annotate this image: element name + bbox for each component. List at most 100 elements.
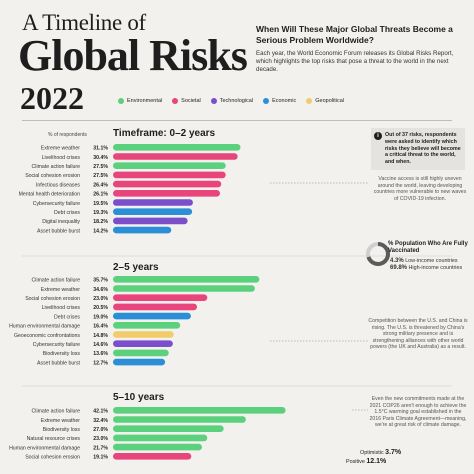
bar (113, 294, 208, 301)
vaccinated-low-value: 4.3% (390, 258, 404, 264)
value-label: 27.5% (93, 164, 108, 170)
legend-dot-icon (306, 98, 313, 104)
legend-dot-icon (210, 98, 217, 104)
bar (113, 144, 241, 151)
legend-item-environmental: Environmental (118, 98, 162, 104)
legend: Environmental Societal Technological Eco… (118, 98, 344, 104)
bar (113, 312, 191, 320)
category-label: Livelihood crises (42, 305, 81, 311)
category-label: Climate action failure (32, 278, 81, 284)
vaccinated-high-row: 69.8% High-income countries (390, 265, 462, 271)
value-label: 14.8% (93, 333, 108, 339)
legend-label: Environmental (127, 98, 163, 104)
vaccinated-high-label: High-income countries (408, 265, 463, 271)
bar (113, 358, 166, 366)
positive-value: 12.1% (366, 458, 387, 465)
bar (113, 407, 286, 414)
title-top: A Timeline of (22, 10, 146, 35)
value-label: 26.4% (93, 182, 108, 188)
bar (113, 303, 198, 311)
category-label: Natural resource crises (27, 436, 81, 442)
category-label: Debt crises (54, 210, 80, 216)
bar (113, 171, 226, 179)
bar (113, 434, 208, 442)
bar (113, 180, 222, 188)
value-label: 21.7% (93, 445, 108, 451)
category-label: Climate action failure (32, 409, 81, 415)
bar (113, 226, 172, 234)
info-icon: i (374, 132, 382, 140)
optimistic-text: Optimistic (360, 450, 384, 456)
category-label: Social cohesion erosion (25, 455, 80, 461)
legend-item-technological: Technological (210, 98, 253, 104)
value-label: 27.0% (93, 427, 108, 433)
category-label: Social cohesion erosion (25, 173, 80, 179)
value-label: 32.4% (93, 418, 108, 424)
optimistic-label: Optimistic 3.7% (360, 449, 401, 456)
value-label: 19.3% (93, 210, 108, 216)
legend-label: Geopolitical (315, 98, 344, 104)
category-label: Biodiversity loss (43, 351, 81, 357)
bar (113, 425, 224, 432)
vaccinated-high-value: 69.8% (390, 265, 408, 271)
category-label: Geoeconomic confrontations (14, 333, 80, 339)
annotation-climate: Even the new commitments made at the 202… (369, 396, 467, 429)
column-note: % of respondents (48, 132, 87, 138)
category-label: Cybersecurity failure (33, 342, 80, 348)
question-heading: When Will These Major Global Threats Bec… (256, 24, 453, 45)
value-label: 26.1% (93, 192, 108, 198)
value-label: 23.0% (93, 436, 108, 442)
frame-title-0-2: Timeframe: 0–2 years (113, 128, 216, 139)
category-label: Climate action failure (32, 164, 81, 170)
bar (113, 416, 246, 423)
legend-dot-icon (172, 98, 179, 104)
bar (113, 349, 169, 357)
category-label: Extreme weather (41, 418, 80, 424)
vaccinated-low-row: 4.3% Low-income countries (390, 258, 458, 264)
legend-label: Societal (181, 98, 201, 104)
frame-title-5-10: 5–10 years (113, 392, 165, 403)
category-label: Asset bubble burst (37, 228, 81, 234)
value-label: 19.0% (93, 314, 108, 320)
bar (113, 190, 221, 197)
optimistic-value: 3.7% (385, 449, 402, 456)
value-label: 42.1% (93, 409, 108, 415)
value-label: 16.4% (93, 324, 108, 330)
value-label: 14.2% (93, 228, 108, 234)
value-label: 12.7% (93, 360, 108, 366)
positive-text: Positive (346, 459, 365, 465)
value-label: 23.0% (93, 296, 108, 302)
category-label: Digital inequality (42, 219, 80, 225)
category-label: Cybersecurity failure (33, 201, 80, 207)
category-label: Debt crises (54, 314, 80, 320)
category-label: Biodiversity loss (43, 427, 81, 433)
legend-label: Economic (272, 98, 297, 104)
value-label: 34.6% (93, 287, 108, 293)
value-label: 27.5% (93, 173, 108, 179)
legend-item-geopolitical: Geopolitical (306, 98, 344, 104)
vaccine-donut (366, 242, 390, 266)
annotation-geo: Competition between the U.S. and China i… (368, 318, 468, 351)
value-label: 20.5% (93, 305, 108, 311)
divider (22, 120, 452, 121)
bar (113, 153, 238, 160)
title-year: 2022 (20, 80, 84, 116)
intro-text: Each year, the World Economic Forum rele… (256, 50, 454, 74)
bar (113, 208, 193, 215)
bar (113, 217, 188, 225)
category-label: Extreme weather (41, 287, 80, 293)
bar (113, 199, 193, 206)
legend-dot-icon (118, 98, 124, 104)
bar (113, 443, 202, 451)
vaccinated-title: % Population Who Are Fully Vaccinated (388, 241, 468, 255)
bar (113, 340, 173, 347)
category-label: Human environmental damage (9, 445, 80, 451)
annotation-vaccine: Vaccine access is still highly uneven ar… (373, 176, 467, 202)
category-label: Extreme weather (41, 146, 80, 152)
value-label: 13.6% (93, 351, 108, 357)
value-label: 35.7% (93, 278, 108, 284)
legend-item-economic: Economic (263, 98, 296, 104)
vaccinated-low-label: Low-income countries (405, 258, 458, 264)
value-label: 31.1% (93, 146, 108, 152)
